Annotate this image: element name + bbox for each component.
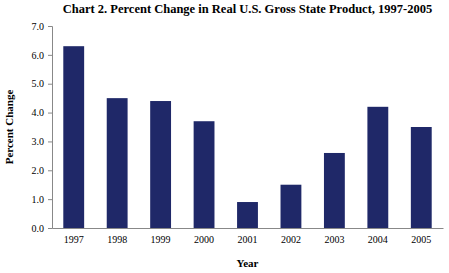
y-tick: 7.0 <box>32 21 53 32</box>
y-tick-mark <box>48 55 52 56</box>
bar <box>367 107 388 228</box>
y-tick: 5.0 <box>32 78 53 89</box>
x-tick-label: 2001 <box>238 234 258 245</box>
bar <box>63 46 84 228</box>
y-tick: 1.0 <box>32 194 53 205</box>
y-axis-line <box>48 27 53 229</box>
x-tick: 1999 <box>151 228 171 245</box>
x-tick: 2005 <box>411 228 431 245</box>
y-axis-title: Percent Change <box>3 90 15 165</box>
bar <box>281 185 302 228</box>
x-tick: 2003 <box>324 228 344 245</box>
x-tick: 2002 <box>281 228 301 245</box>
x-tick: 2001 <box>238 228 258 245</box>
y-tick-mark <box>48 141 52 142</box>
bar <box>194 121 215 228</box>
x-tick-label: 2005 <box>411 234 431 245</box>
title: Chart 2. Percent Change in Real U.S. Gro… <box>63 2 432 16</box>
plot: 0.0 1.0 2.0 3.0 4.0 5.0 6.0 7.0 1997 1998 1999 2000… <box>32 21 444 245</box>
bar <box>150 101 171 228</box>
y-tick-label: 2.0 <box>32 165 45 176</box>
y-tick-label: 0.0 <box>32 223 45 234</box>
y-tick-mark <box>48 26 52 27</box>
y-axis: 0.0 1.0 2.0 3.0 4.0 5.0 6.0 7.0 <box>32 21 53 234</box>
bar <box>107 98 128 228</box>
y-tick: 2.0 <box>32 165 53 176</box>
y-tick-label: 1.0 <box>32 194 45 205</box>
bar <box>411 127 432 228</box>
y-tick-label: 5.0 <box>32 78 45 89</box>
bar <box>324 153 345 228</box>
x-tick-label: 2003 <box>324 234 344 245</box>
bar <box>237 202 258 228</box>
x-tick-label: 2002 <box>281 234 301 245</box>
y-tick-mark <box>48 170 52 171</box>
y-tick-label: 4.0 <box>32 107 45 118</box>
y-tick-label: 6.0 <box>32 50 45 61</box>
x-tick-label: 1997 <box>64 234 84 245</box>
x-tick-label: 1999 <box>151 234 171 245</box>
y-tick: 0.0 <box>32 223 53 234</box>
x-axis: 1997 1998 1999 2000 2001 2002 2003 2004 2005 <box>53 228 444 245</box>
y-tick: 4.0 <box>32 107 53 118</box>
x-axis-line <box>53 228 444 229</box>
x-tick: 1997 <box>64 228 84 245</box>
y-tick-label: 3.0 <box>32 136 45 147</box>
x-axis-title: Year <box>237 257 259 269</box>
y-tick-label: 7.0 <box>32 21 45 32</box>
x-tick-label: 2000 <box>194 234 214 245</box>
x-tick: 2000 <box>194 228 214 245</box>
x-tick-label: 2004 <box>368 234 388 245</box>
x-tick: 2004 <box>368 228 388 245</box>
y-tick-mark <box>48 84 52 85</box>
x-tick-label: 1998 <box>107 234 127 245</box>
y-tick: 3.0 <box>32 136 53 147</box>
y-tick-mark <box>48 228 52 229</box>
x-tick: 1998 <box>107 228 127 245</box>
y-tick-mark <box>48 199 52 200</box>
y-tick-mark <box>48 113 52 114</box>
bars <box>63 46 431 228</box>
chart: 0.0 1.0 2.0 3.0 4.0 5.0 6.0 7.0 1997 1998 1999 2000… <box>0 0 449 273</box>
y-tick: 6.0 <box>32 50 53 61</box>
